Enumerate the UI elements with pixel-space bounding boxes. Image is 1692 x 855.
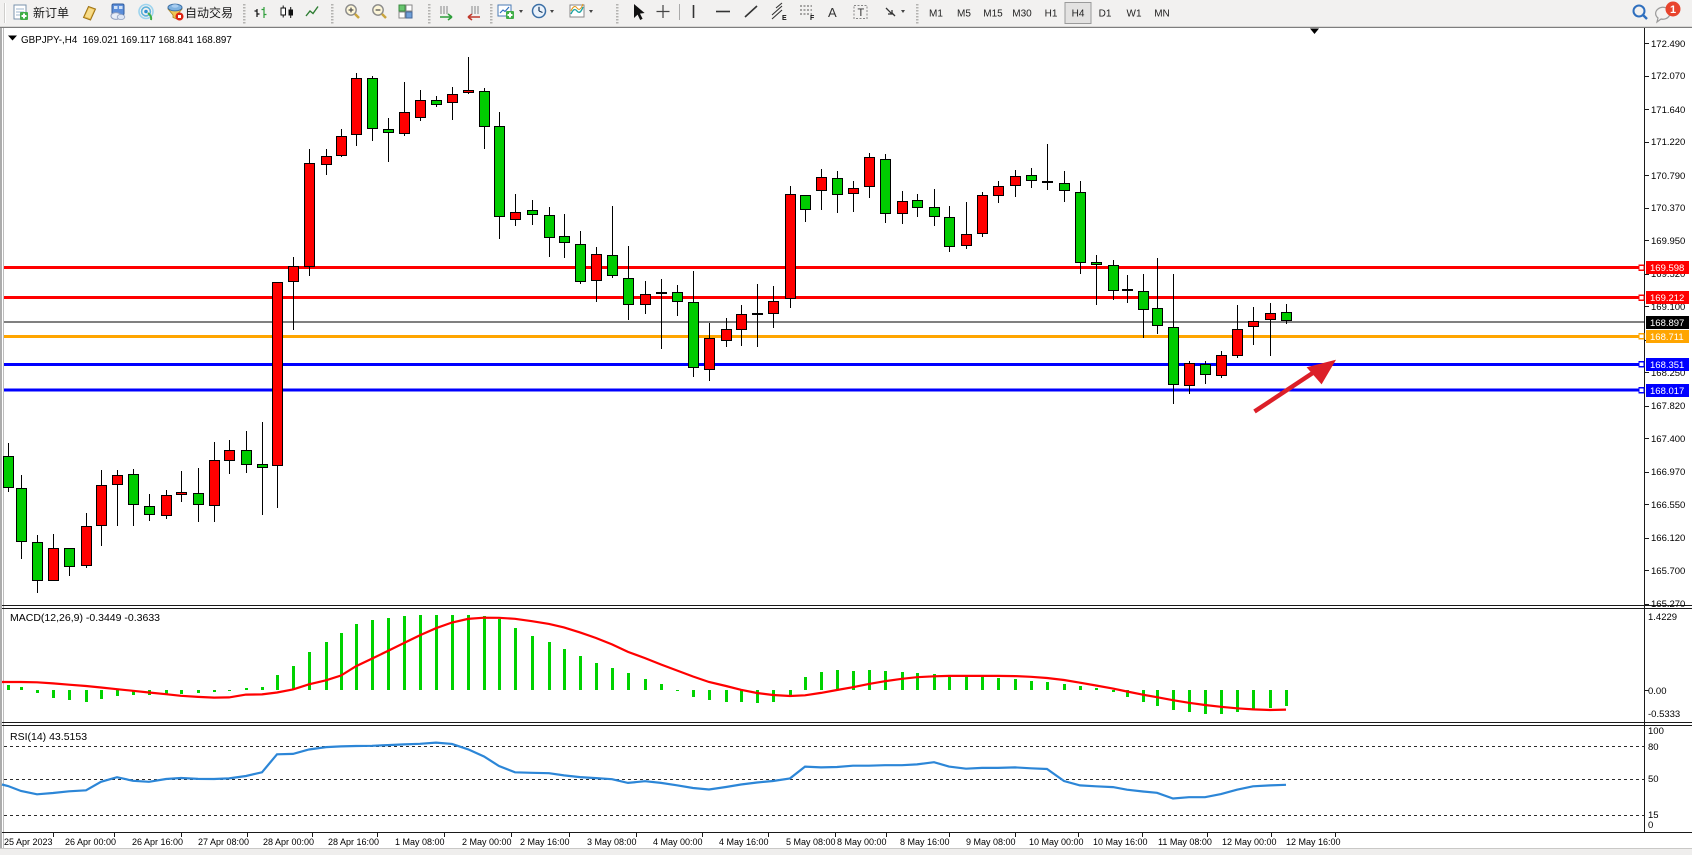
svg-text:MACD(12,26,9) -0.3449 -0.3633: MACD(12,26,9) -0.3449 -0.3633 [10,612,160,624]
svg-text:M15: M15 [983,9,1003,20]
svg-text:168.017: 168.017 [1650,386,1684,397]
svg-text:D1: D1 [1099,9,1112,20]
svg-text:5 May 08:00: 5 May 08:00 [786,837,836,847]
svg-text:0.00: 0.00 [1648,686,1667,697]
svg-text:H1: H1 [1045,9,1058,20]
svg-text:167.400: 167.400 [1651,434,1685,445]
svg-text:168.250: 168.250 [1651,368,1685,379]
svg-text:1 May 08:00: 1 May 08:00 [395,837,445,847]
svg-text:171.640: 171.640 [1651,105,1685,116]
svg-text:自动交易: 自动交易 [185,5,233,20]
svg-text:4 May 00:00: 4 May 00:00 [653,837,703,847]
svg-text:28 Apr 00:00: 28 Apr 00:00 [263,837,314,847]
svg-text:12 May 16:00: 12 May 16:00 [1286,837,1341,847]
svg-text:170.790: 170.790 [1651,171,1685,182]
svg-text:169.950: 169.950 [1651,236,1685,247]
svg-text:M1: M1 [929,9,943,20]
svg-text:W1: W1 [1127,9,1142,20]
svg-text:F: F [810,15,815,22]
svg-text:10 May 00:00: 10 May 00:00 [1029,837,1084,847]
svg-text:1.4229: 1.4229 [1648,612,1677,623]
svg-text:M5: M5 [957,9,971,20]
svg-text:2 May 16:00: 2 May 16:00 [520,837,570,847]
svg-text:26 Apr 16:00: 26 Apr 16:00 [132,837,183,847]
svg-text:165.700: 165.700 [1651,566,1685,577]
svg-text:-0.5333: -0.5333 [1648,709,1680,720]
svg-text:167.820: 167.820 [1651,401,1685,412]
svg-text:169.212: 169.212 [1650,293,1684,304]
svg-text:172.070: 172.070 [1651,71,1685,82]
svg-text:166.970: 166.970 [1651,467,1685,478]
svg-text:50: 50 [1648,774,1659,785]
svg-text:80: 80 [1648,742,1659,753]
svg-text:3 May 08:00: 3 May 08:00 [587,837,637,847]
svg-text:26 Apr 00:00: 26 Apr 00:00 [65,837,116,847]
svg-text:2 May 00:00: 2 May 00:00 [462,837,512,847]
svg-text:169.520: 169.520 [1651,269,1685,280]
svg-text:28 Apr 16:00: 28 Apr 16:00 [328,837,379,847]
svg-text:171.220: 171.220 [1651,137,1685,148]
svg-text:4 May 16:00: 4 May 16:00 [719,837,769,847]
svg-text:169.598: 169.598 [1650,263,1684,274]
svg-text:MN: MN [1154,9,1170,20]
svg-text:9 May 08:00: 9 May 08:00 [966,837,1016,847]
svg-text:166.120: 166.120 [1651,533,1685,544]
svg-text:27 Apr 08:00: 27 Apr 08:00 [198,837,249,847]
svg-text:25 Apr 2023: 25 Apr 2023 [4,837,53,847]
svg-text:170.370: 170.370 [1651,203,1685,214]
svg-text:12 May 00:00: 12 May 00:00 [1222,837,1277,847]
svg-text:E: E [782,15,787,22]
svg-text:8 May 16:00: 8 May 16:00 [900,837,950,847]
svg-text:168.351: 168.351 [1650,360,1684,371]
svg-text:100: 100 [1648,726,1664,737]
svg-text:166.550: 166.550 [1651,500,1685,511]
svg-text:新订单: 新订单 [33,5,69,20]
svg-text:10 May 16:00: 10 May 16:00 [1093,837,1148,847]
svg-text:165.270: 165.270 [1651,599,1685,610]
svg-text:168.897: 168.897 [1650,318,1684,329]
svg-text:GBPJPY-,H4 169.021 169.117 16: GBPJPY-,H4 169.021 169.117 168.841 168.8… [21,35,232,46]
svg-text:H4: H4 [1072,9,1085,20]
svg-text:T: T [858,7,865,19]
svg-text:168.711: 168.711 [1650,332,1684,343]
svg-text:169.100: 169.100 [1651,302,1685,313]
svg-text:8 May 00:00: 8 May 00:00 [837,837,887,847]
svg-text:172.490: 172.490 [1651,39,1685,50]
svg-text:1: 1 [1670,4,1676,16]
svg-text:0: 0 [1648,820,1653,831]
svg-text:RSI(14) 43.5153: RSI(14) 43.5153 [10,731,87,743]
svg-text:M30: M30 [1012,9,1032,20]
svg-text:15: 15 [1648,810,1659,821]
svg-text:A: A [828,5,837,20]
svg-text:11 May 08:00: 11 May 08:00 [1158,837,1212,847]
